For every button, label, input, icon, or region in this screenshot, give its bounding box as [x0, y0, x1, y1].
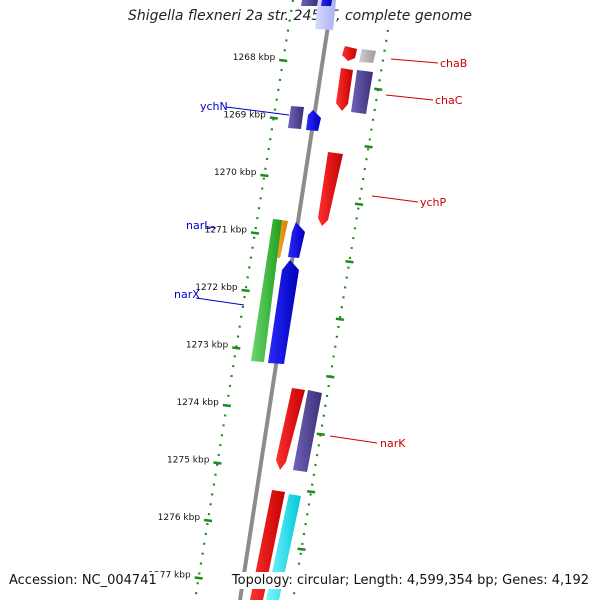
- label-narL[interactable]: narL: [186, 219, 211, 232]
- tick-label: 1274 kbp: [176, 398, 219, 408]
- tick-mark-inner: [203, 518, 213, 523]
- gene-top-navy[interactable]: [301, 0, 318, 6]
- tick-mark-inner: [222, 403, 232, 408]
- gene-ychN[interactable]: [306, 110, 321, 131]
- tick-mark-inner: [269, 116, 278, 120]
- gene-labels: chaB chaC ychP narK ychN narL narX: [174, 57, 467, 450]
- label-ychN[interactable]: ychN: [200, 100, 228, 113]
- outer-tick-rail: [291, 29, 390, 600]
- gene-chaC[interactable]: [336, 68, 353, 111]
- accession-text: Accession: NC_004741: [6, 572, 160, 589]
- tick-mark-outer: [345, 260, 354, 264]
- reverse-strand-genes: [251, 106, 321, 364]
- tick-label: 1269 kbp: [223, 111, 266, 121]
- tick-mark-inner: [260, 173, 269, 178]
- tick-mark-inner: [250, 231, 260, 235]
- tick-mark-outer: [306, 490, 316, 494]
- tick-mark-inner: [279, 58, 288, 63]
- label-ychP[interactable]: ychP: [420, 196, 447, 209]
- label-narX[interactable]: narX: [174, 288, 200, 301]
- tick-label: 1277 kbp: [148, 571, 191, 581]
- tick-mark-outer: [297, 547, 306, 551]
- gene-narK-neighbor[interactable]: [293, 390, 322, 472]
- tick-mark-inner: [232, 346, 241, 350]
- tick-label: 1270 kbp: [214, 168, 257, 178]
- gene-top-blue[interactable]: [321, 0, 332, 6]
- tick-mark-outer: [364, 145, 373, 149]
- tick-label: 1276 kbp: [158, 513, 201, 523]
- gene-chaB-neighbor[interactable]: [359, 49, 376, 63]
- label-chaB[interactable]: chaB: [440, 57, 467, 70]
- tick-label: 1268 kbp: [233, 53, 276, 63]
- label-narK[interactable]: narK: [380, 437, 406, 450]
- gene-narK[interactable]: [276, 388, 305, 470]
- tick-mark-outer: [374, 87, 383, 91]
- tick-mark-inner: [194, 576, 203, 580]
- inner-tick-rail: [193, 0, 295, 600]
- gene-chaC-neighbor[interactable]: [351, 70, 373, 114]
- gene-narL[interactable]: [288, 222, 305, 258]
- tick-mark-inner: [241, 288, 250, 293]
- label-chaC[interactable]: chaC: [435, 94, 463, 107]
- tick-mark-inner: [213, 461, 222, 465]
- gene-top-pale[interactable]: [315, 0, 336, 30]
- tick-mark-outer: [326, 375, 335, 379]
- tick-label: 1275 kbp: [167, 456, 210, 466]
- gene-narX[interactable]: [268, 260, 299, 364]
- topology-summary: Topology: circular; Length: 4,599,354 bp…: [228, 572, 592, 589]
- gene-narX-green[interactable]: [251, 219, 282, 362]
- tick-mark-outer: [316, 432, 325, 436]
- gene-ychN-neighbor[interactable]: [288, 106, 304, 129]
- tick-mark-outer: [335, 317, 345, 321]
- gene-chaB[interactable]: [342, 46, 357, 61]
- map-title: Shigella flexneri 2a str. 2457T, complet…: [127, 8, 473, 24]
- tick-label: 1273 kbp: [186, 341, 229, 351]
- tick-mark-outer: [354, 202, 364, 206]
- tick-label: 1272 kbp: [195, 283, 238, 293]
- gene-ychP[interactable]: [318, 152, 343, 226]
- tick-label: 1271 kbp: [205, 226, 248, 236]
